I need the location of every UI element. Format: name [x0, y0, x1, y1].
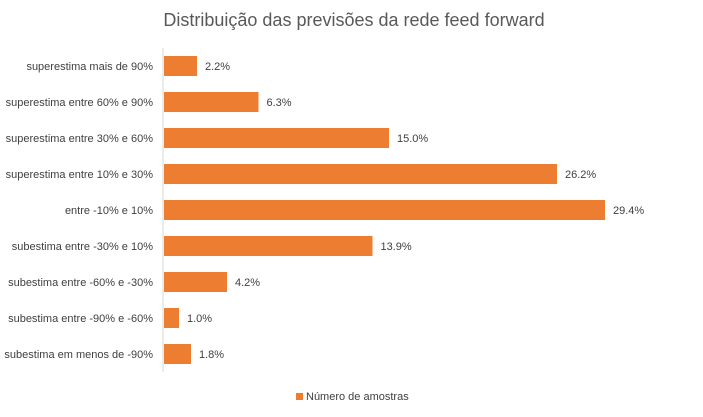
bar [164, 56, 197, 76]
bar [164, 128, 389, 148]
category-label: superestima entre 30% e 60% [6, 133, 154, 145]
category-label: subestima entre -30% e 10% [12, 241, 153, 253]
category-label: superestima entre 60% e 90% [6, 97, 154, 109]
category-label: subestima entre -90% e -60% [8, 313, 153, 325]
legend: Número de amostras [296, 391, 409, 403]
category-label: subestima em menos de -90% [4, 349, 153, 361]
chart-title: Distribuição das previsões da rede feed … [163, 10, 544, 30]
bars-group: superestima mais de 90% 2.2% superestima e… [4, 56, 644, 364]
bar [164, 272, 227, 292]
bar [164, 164, 557, 184]
category-label: superestima mais de 90% [26, 61, 153, 73]
data-label: 13.9% [381, 241, 412, 253]
legend-swatch [296, 393, 303, 400]
data-label: 15.0% [397, 133, 428, 145]
category-label: subestima entre -60% e -30% [8, 277, 153, 289]
data-label: 26.2% [565, 169, 596, 181]
bar [164, 200, 605, 220]
data-label: 1.8% [199, 349, 224, 361]
legend-label: Número de amostras [306, 391, 409, 403]
bar [164, 344, 191, 364]
data-label: 4.2% [235, 277, 260, 289]
data-label: 6.3% [267, 97, 292, 109]
bar [164, 92, 259, 112]
category-label: entre -10% e 10% [65, 205, 153, 217]
data-label: 29.4% [613, 205, 644, 217]
category-label: superestima entre 10% e 30% [6, 169, 154, 181]
bar [164, 236, 373, 256]
data-label: 1.0% [187, 313, 212, 325]
bar [164, 308, 179, 328]
data-label: 2.2% [205, 61, 230, 73]
